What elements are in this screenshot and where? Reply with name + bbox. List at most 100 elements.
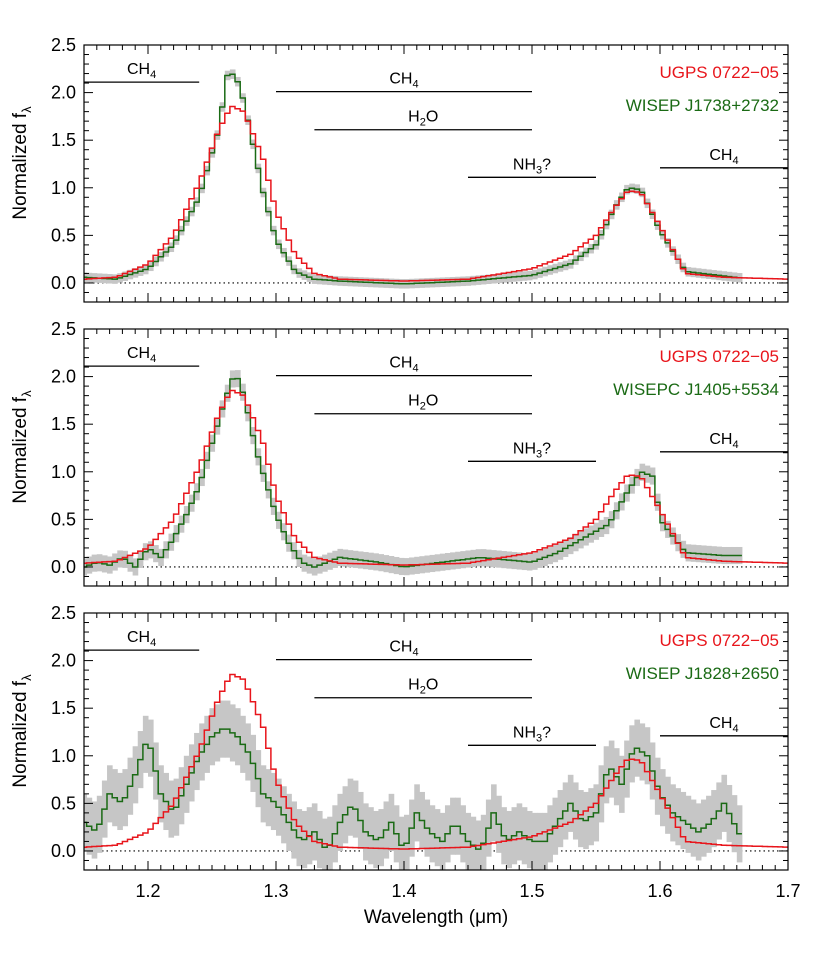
- feature-label: CH4: [709, 715, 738, 735]
- legend-entry: WISEPC J1405+5534: [613, 380, 779, 399]
- y-tick-label: 1.0: [51, 462, 76, 482]
- series-line-reference: [84, 673, 788, 850]
- feature-label-main: CH: [709, 431, 732, 448]
- y-tick-label: 2.0: [51, 367, 76, 387]
- legend-entry: UGPS 0722−05: [659, 347, 779, 366]
- y-axis-label-top: Normalized fλ: [10, 106, 34, 220]
- feature-label-sub: 4: [150, 637, 156, 649]
- y-tick-label: 0.5: [51, 793, 76, 813]
- y-label-sub: λ: [19, 674, 34, 681]
- feature-label: NH3?: [513, 440, 551, 460]
- feature-label-sub: 4: [732, 439, 738, 451]
- y-label-sub: λ: [19, 106, 34, 113]
- feature-label-main: CH: [389, 355, 412, 372]
- y-tick-label: 0.0: [51, 557, 76, 577]
- y-tick-label: 0.0: [51, 841, 76, 861]
- feature-label-sub: 2: [420, 401, 426, 413]
- feature-label: CH4: [709, 431, 738, 451]
- y-tick-label: 2.0: [51, 83, 76, 103]
- plot-area: [84, 673, 788, 870]
- uncertainty-band: [327, 816, 333, 870]
- y-tick-label: 0.5: [51, 225, 76, 245]
- feature-label: CH4: [127, 61, 156, 81]
- uncertainty-band: [404, 814, 410, 870]
- uncertainty-band: [470, 816, 477, 870]
- y-label-main: Normalized f: [10, 396, 31, 503]
- feature-label: NH3?: [513, 156, 551, 176]
- feature-label-suffix: O: [426, 109, 438, 126]
- y-tick-label: 1.0: [51, 746, 76, 766]
- feature-label-main: H: [408, 393, 420, 410]
- feature-label-main: NH: [513, 156, 536, 173]
- x-tick-label: 1.5: [519, 881, 544, 901]
- feature-label: CH4: [127, 629, 156, 649]
- feature-label-sub: 4: [412, 79, 418, 91]
- feature-label-main: NH: [513, 440, 536, 457]
- feature-label-suffix: ?: [542, 156, 551, 173]
- feature-label-sub: 4: [412, 363, 418, 375]
- feature-label: CH4: [389, 355, 418, 375]
- legend-entry: WISEP J1828+2650: [626, 664, 779, 683]
- feature-label: NH3?: [513, 724, 551, 744]
- feature-label-main: CH: [127, 345, 150, 362]
- feature-label: H2O: [408, 677, 438, 697]
- series-line-comparison: [84, 73, 742, 285]
- feature-label-main: CH: [127, 629, 150, 646]
- plot-frame: [83, 328, 789, 587]
- feature-label: H2O: [408, 393, 438, 413]
- feature-label-main: CH: [389, 639, 412, 656]
- plot-frame: [83, 612, 789, 871]
- legend-entry: UGPS 0722−05: [659, 631, 779, 650]
- feature-label-sub: 2: [420, 685, 426, 697]
- y-axis-label-bottom: Normalized fλ: [10, 674, 34, 788]
- feature-label-suffix: O: [426, 393, 438, 410]
- x-tick-label: 1.7: [775, 881, 800, 901]
- feature-label-sub: 2: [420, 117, 426, 129]
- series-line-reference: [84, 105, 788, 282]
- y-axis-label-middle: Normalized fλ: [10, 390, 34, 504]
- uncertainty-band: [480, 814, 487, 870]
- feature-label-main: CH: [709, 147, 732, 164]
- feature-label-suffix: ?: [542, 440, 551, 457]
- y-tick-label: 0.0: [51, 273, 76, 293]
- legend-entry: UGPS 0722−05: [659, 63, 779, 82]
- feature-label-main: NH: [513, 724, 536, 741]
- feature-label: CH4: [709, 147, 738, 167]
- feature-label-suffix: O: [426, 677, 438, 694]
- x-tick-label: 1.3: [263, 881, 288, 901]
- x-tick-label: 1.4: [391, 881, 416, 901]
- y-tick-label: 0.5: [51, 509, 76, 529]
- x-tick-label: 1.6: [647, 881, 672, 901]
- y-label-main: Normalized f: [10, 680, 31, 787]
- y-tick-label: 1.5: [51, 130, 76, 150]
- feature-label-sub: 4: [732, 723, 738, 735]
- feature-label-sub: 3: [536, 732, 542, 744]
- legend-entry: WISEP J1738+2732: [626, 96, 779, 115]
- feature-label-main: CH: [127, 61, 150, 78]
- feature-label-sub: 4: [732, 155, 738, 167]
- y-tick-label: 1.5: [51, 414, 76, 434]
- feature-label-sub: 3: [536, 164, 542, 176]
- series-line-comparison: [84, 728, 742, 850]
- svg-text:Normalized fλ: Normalized fλ: [10, 390, 34, 504]
- series-line-reference: [84, 389, 788, 566]
- feature-label-main: CH: [389, 71, 412, 88]
- svg-text:Normalized fλ: Normalized fλ: [10, 674, 34, 788]
- feature-label-sub: 4: [150, 69, 156, 81]
- y-tick-label: 2.5: [51, 603, 76, 623]
- y-label-main: Normalized f: [10, 112, 31, 219]
- plot-frame: [83, 44, 789, 303]
- feature-label-sub: 4: [150, 353, 156, 365]
- uncertainty-band: [398, 816, 405, 870]
- y-tick-label: 1.5: [51, 698, 76, 718]
- feature-label-suffix: ?: [542, 724, 551, 741]
- feature-label: CH4: [389, 639, 418, 659]
- x-tick-label: 1.2: [135, 881, 160, 901]
- feature-label-sub: 3: [536, 448, 542, 460]
- plot-area: [84, 370, 788, 576]
- feature-label-main: H: [408, 109, 420, 126]
